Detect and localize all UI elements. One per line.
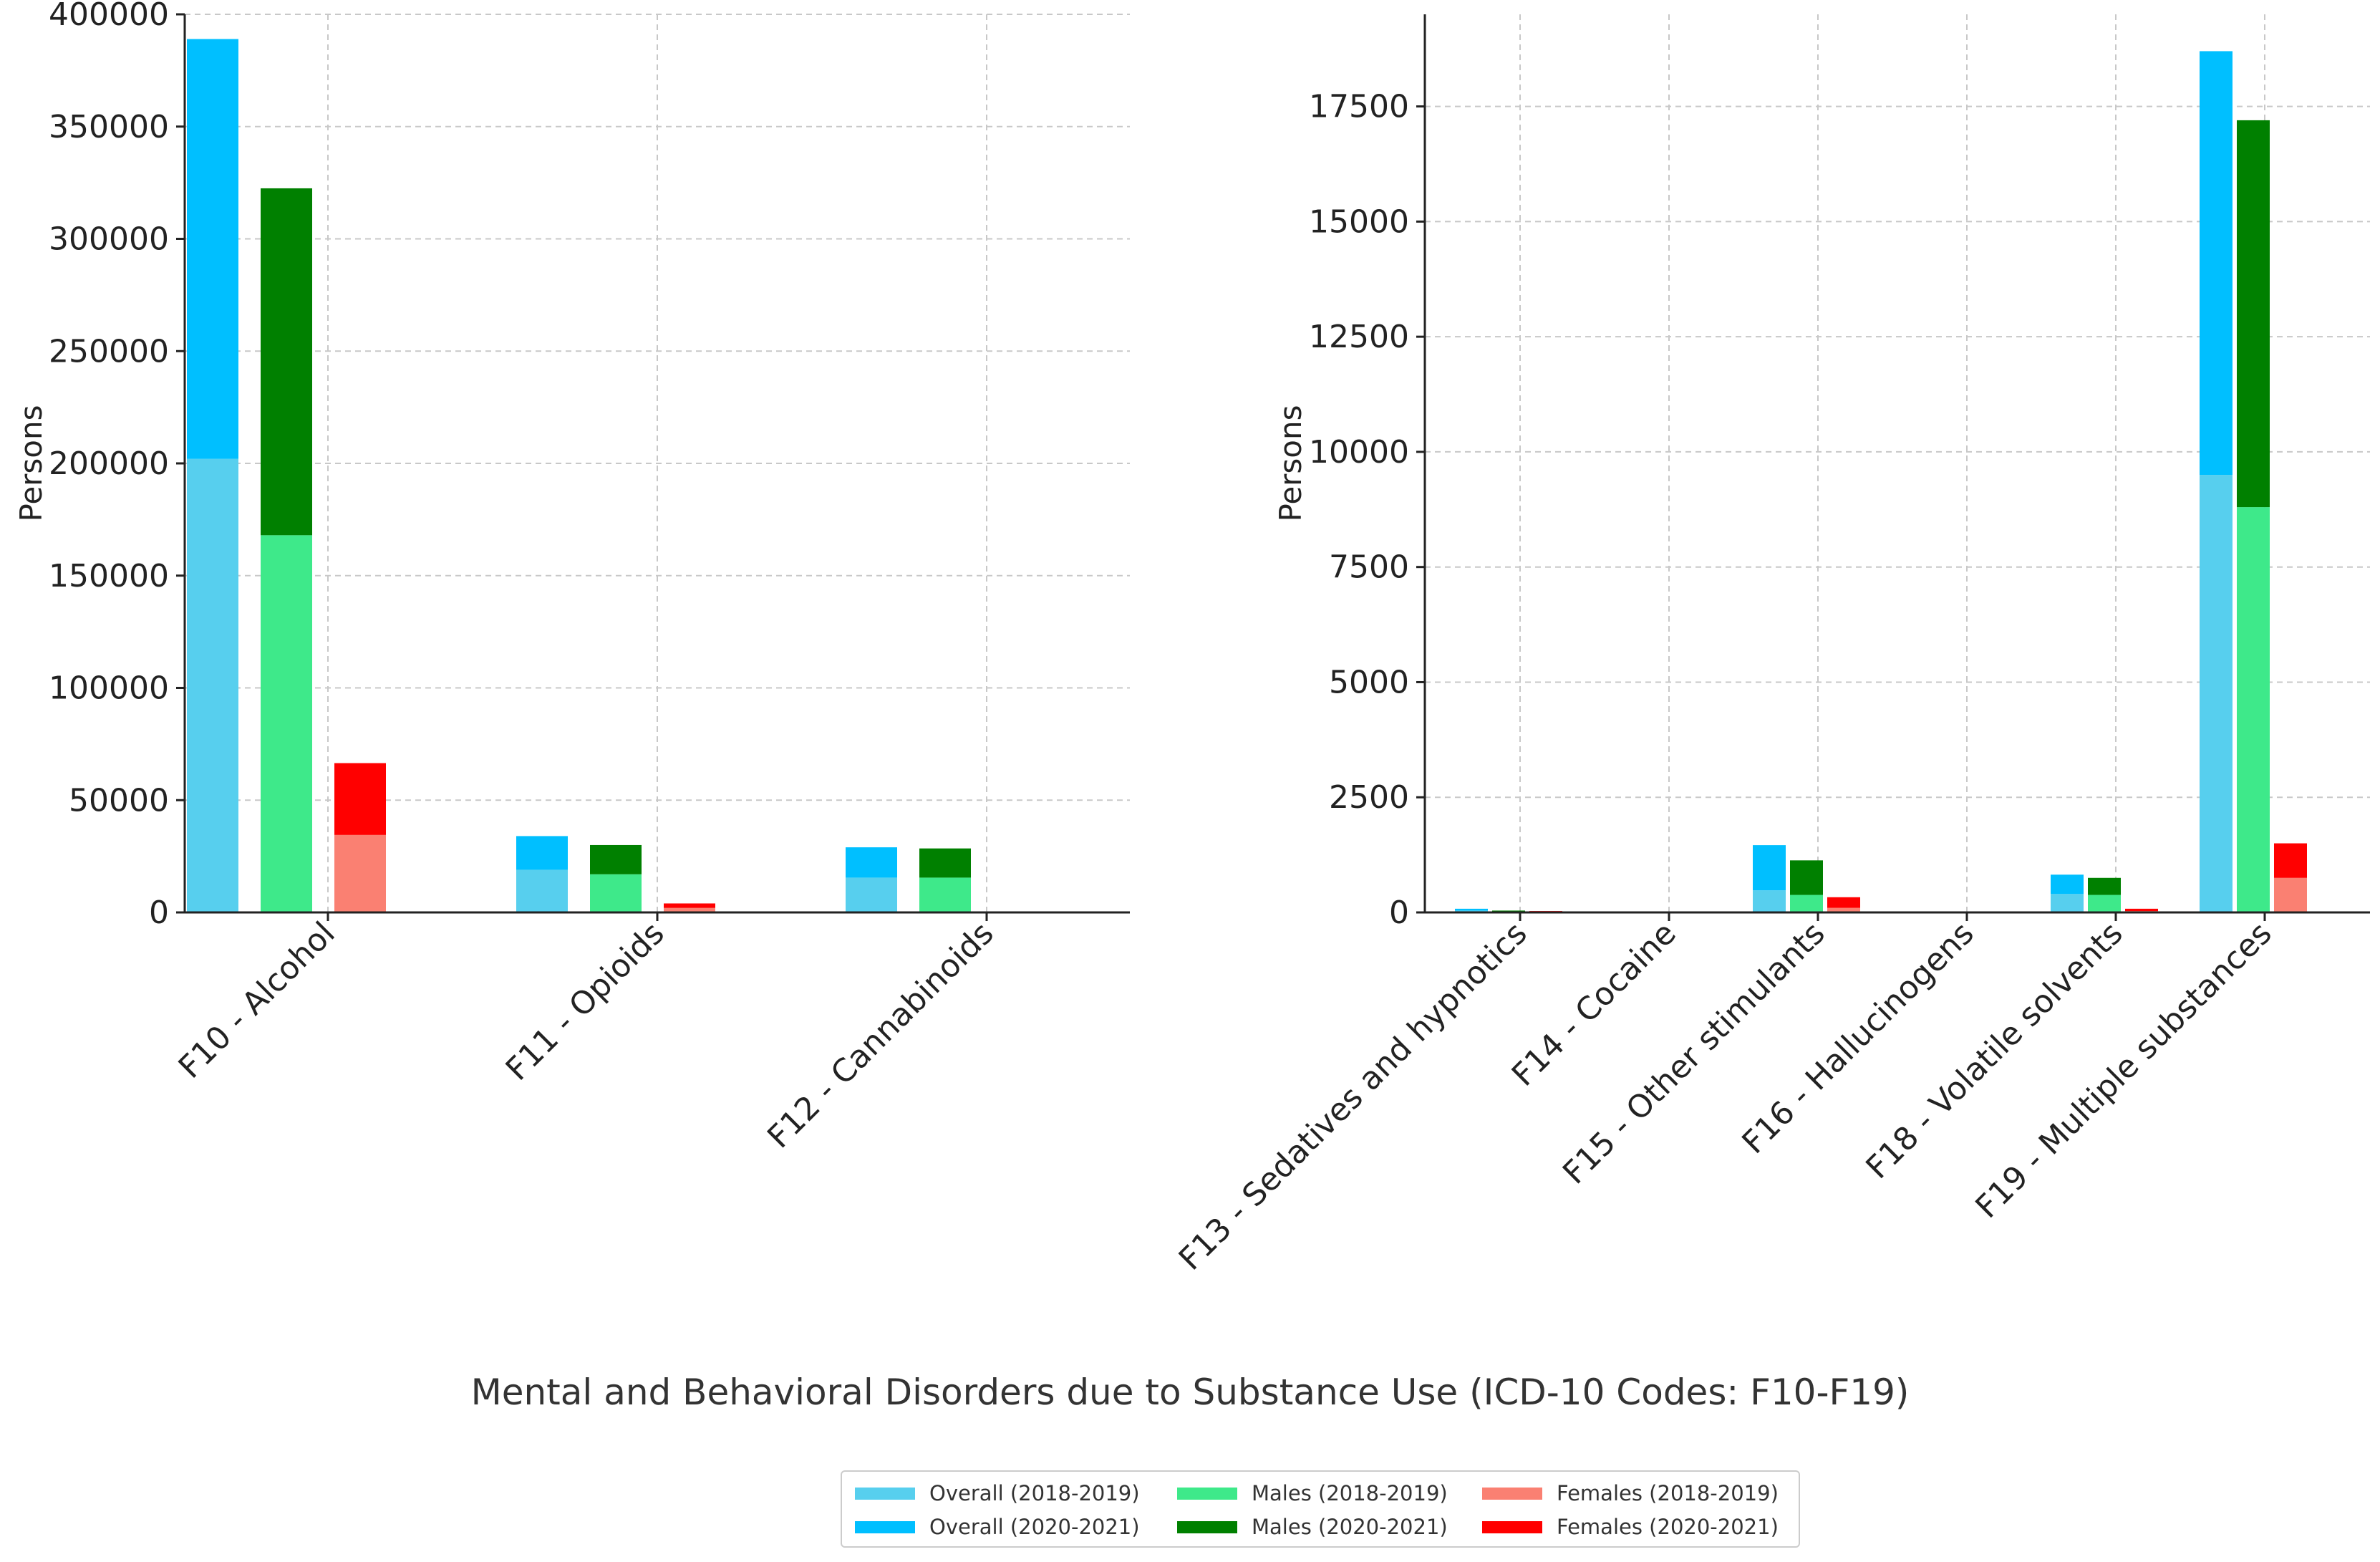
y-tick-label: 0 [1389,895,1409,931]
x-tick-label: F19 - Multiple substances [1968,915,2278,1225]
legend-item: Females (2018-2019) [1482,1477,1779,1509]
y-tick-label: 15000 [1309,203,1409,240]
x-tick-label: F10 - Alcohol [172,915,342,1086]
y-tick-label: 10000 [1309,434,1409,471]
bar-overall-2020-2021 [846,847,897,878]
bar-females-2020-2021 [664,903,715,908]
legend-swatch [1177,1487,1237,1500]
y-tick-label: 50000 [69,782,169,819]
y-tick-label: 0 [149,895,169,931]
bar-overall-2020-2021 [187,39,238,459]
bar-overall-2018-2019 [2051,894,2084,912]
legend-label: Females (2020-2021) [1557,1515,1779,1539]
y-axis-label: Persons [1273,405,1308,521]
bar-overall-2020-2021 [2200,51,2233,476]
bar-males-2018-2019 [590,874,642,912]
bar-males-2018-2019 [2237,507,2270,912]
figure-title: Mental and Behavioral Disorders due to S… [470,1371,1910,1413]
bar-females-2018-2019 [334,834,386,912]
bar-overall-2018-2019 [516,869,568,912]
y-tick-label: 200000 [49,445,169,482]
y-tick-label: 17500 [1309,89,1409,125]
y-tick-label: 5000 [1329,664,1409,700]
y-tick-label: 150000 [49,558,169,594]
bar-females-2018-2019 [664,907,715,912]
bar-overall-2018-2019 [187,458,238,912]
bar-males-2018-2019 [2088,895,2121,912]
legend-swatch [1482,1487,1542,1500]
y-tick-label: 300000 [49,221,169,258]
chart-panel-1: 0 50000 100000 150000 200000 250000 300000 3500… [14,0,1130,1155]
bar-males-2018-2019 [261,535,312,912]
bar-females-2018-2019 [2274,877,2307,912]
y-tick-label: 400000 [49,0,169,33]
chart-panel-2: 0 2500 5000 7500 10000 12500 15000 17500 Persons… [1172,14,2370,1278]
bar-females-2020-2021 [2274,843,2307,878]
legend-label: Overall (2018-2019) [929,1481,1140,1505]
bar-males-2020-2021 [261,188,312,536]
chart-legend: Overall (2018-2019) Overall (2020-2021) Ma… [841,1470,1800,1548]
bar-males-2020-2021 [919,848,971,878]
x-tick-label: F11 - Opioids [499,915,672,1088]
legend-item: Females (2020-2021) [1482,1511,1779,1543]
legend-item: Overall (2018-2019) [855,1477,1140,1509]
bar-overall-2018-2019 [846,877,897,912]
y-tick-label: 100000 [49,670,169,707]
bar-overall-2018-2019 [1753,890,1786,912]
legend-label: Overall (2020-2021) [929,1515,1140,1539]
legend-label: Males (2020-2021) [1252,1515,1448,1539]
bar-females-2020-2021 [334,763,386,835]
legend-item: Males (2018-2019) [1177,1477,1448,1509]
bar-females-2018-2019 [1827,907,1860,912]
legend-item: Males (2020-2021) [1177,1511,1448,1543]
bar-overall-2018-2019 [2200,475,2233,912]
y-tick-label: 2500 [1329,779,1409,816]
legend-swatch [855,1487,915,1500]
bar-males-2018-2019 [919,877,971,912]
bar-overall-2020-2021 [1753,845,1786,891]
bar-males-2020-2021 [1492,910,1525,912]
y-tick-label: 7500 [1329,549,1409,586]
y-tick-label: 12500 [1309,319,1409,355]
bar-males-2020-2021 [2237,120,2270,508]
x-tick-label: F18 - Volatile solvents [1859,915,2130,1186]
bar-males-2020-2021 [2088,877,2121,895]
x-tick-label: F12 - Cannabinoids [760,915,1001,1156]
x-tick-label: F13 - Sedatives and hypnotics [1172,915,1534,1278]
bar-overall-2020-2021 [2051,874,2084,895]
legend-item: Overall (2020-2021) [855,1511,1140,1543]
y-tick-label: 250000 [49,333,169,370]
legend-swatch [1177,1520,1237,1533]
bar-males-2018-2019 [1790,895,1823,912]
legend-swatch [1482,1520,1542,1533]
bar-overall-2020-2021 [1455,908,1488,911]
y-axis-label: Persons [14,405,49,521]
legend-label: Females (2018-2019) [1557,1481,1779,1505]
bar-overall-2020-2021 [516,836,568,870]
bar-females-2020-2021 [1827,897,1860,908]
bar-females-2020-2021 [2125,908,2158,912]
bar-males-2020-2021 [590,844,642,874]
y-tick-label: 350000 [49,109,169,145]
legend-label: Males (2018-2019) [1252,1481,1448,1505]
bar-males-2020-2021 [1790,860,1823,895]
legend-swatch [855,1520,915,1533]
x-tick-label: F15 - Other stimulants [1556,915,1832,1192]
